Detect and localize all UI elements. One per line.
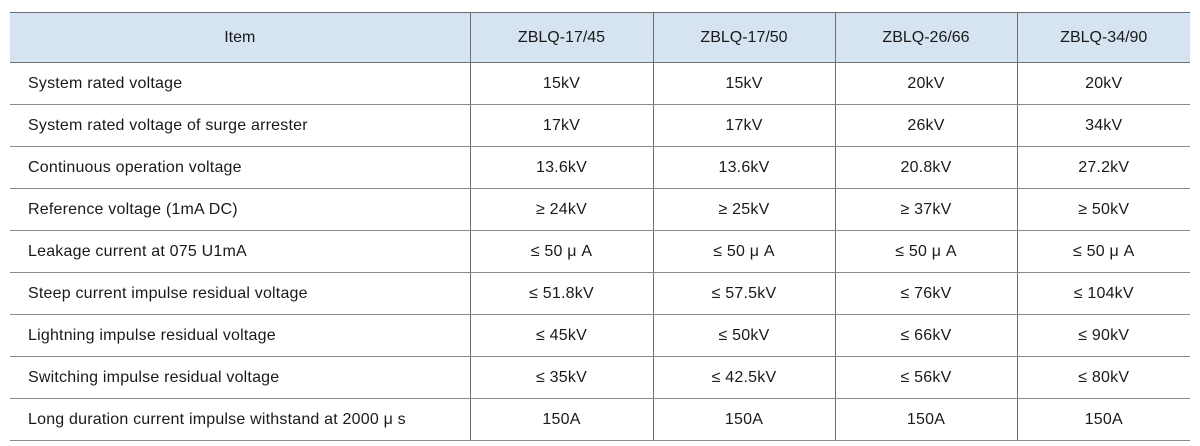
- value-cell: ≤ 50 μ A: [652, 230, 835, 273]
- table-row: Switching impulse residual voltage ≤ 35kV…: [10, 356, 1190, 399]
- table-row: Lightning impulse residual voltage ≤ 45kV…: [10, 314, 1190, 357]
- value-cell: ≥ 24kV: [469, 188, 653, 231]
- table-row: Leakage current at 075 U1mA ≤ 50 μ A ≤ 50 …: [10, 230, 1190, 273]
- spec-table-container: Item ZBLQ-17/45 ZBLQ-17/50 ZBLQ-26/66 ZB…: [10, 12, 1190, 441]
- item-label-cell: System rated voltage: [10, 62, 470, 105]
- value-cell: 20kV: [834, 62, 1017, 105]
- value-cell: ≤ 76kV: [834, 272, 1017, 315]
- column-header-model: ZBLQ-17/45: [469, 12, 653, 63]
- value-cell: 15kV: [652, 62, 835, 105]
- column-header-model: ZBLQ-17/50: [652, 12, 835, 63]
- value-cell: 150A: [834, 398, 1017, 441]
- value-cell: 13.6kV: [469, 146, 653, 189]
- value-cell: 17kV: [652, 104, 835, 147]
- value-cell: ≥ 25kV: [652, 188, 835, 231]
- value-cell: 13.6kV: [652, 146, 835, 189]
- column-header-model: ZBLQ-26/66: [834, 12, 1017, 63]
- item-label-cell: Leakage current at 075 U1mA: [10, 230, 470, 273]
- table-row: System rated voltage of surge arrester 17…: [10, 104, 1190, 147]
- value-cell: ≤ 42.5kV: [652, 356, 835, 399]
- table-row: System rated voltage 15kV 15kV 20kV 20kV: [10, 62, 1190, 105]
- value-cell: 27.2kV: [1016, 146, 1190, 189]
- value-cell: ≤ 50 μ A: [1016, 230, 1190, 273]
- column-header-model: ZBLQ-34/90: [1016, 12, 1190, 63]
- value-cell: 17kV: [469, 104, 653, 147]
- value-cell: ≤ 66kV: [834, 314, 1017, 357]
- table-row: Reference voltage (1mA DC) ≥ 24kV ≥ 25kV ≥ …: [10, 188, 1190, 231]
- value-cell: ≤ 51.8kV: [469, 272, 653, 315]
- value-cell: 150A: [469, 398, 653, 441]
- value-cell: ≤ 90kV: [1016, 314, 1190, 357]
- item-label-cell: Continuous operation voltage: [10, 146, 470, 189]
- value-cell: 20.8kV: [834, 146, 1017, 189]
- value-cell: ≤ 45kV: [469, 314, 653, 357]
- value-cell: 34kV: [1016, 104, 1190, 147]
- value-cell: 26kV: [834, 104, 1017, 147]
- product-spec-table: Item ZBLQ-17/45 ZBLQ-17/50 ZBLQ-26/66 ZB…: [10, 12, 1190, 441]
- value-cell: ≤ 50 μ A: [834, 230, 1017, 273]
- item-label-cell: Lightning impulse residual voltage: [10, 314, 470, 357]
- value-cell: 15kV: [469, 62, 653, 105]
- value-cell: ≥ 50kV: [1016, 188, 1190, 231]
- value-cell: 150A: [652, 398, 835, 441]
- item-label-cell: Long duration current impulse withstand …: [10, 398, 470, 441]
- table-row: Steep current impulse residual voltage ≤ …: [10, 272, 1190, 315]
- column-header-item: Item: [10, 12, 470, 63]
- table-header: Item ZBLQ-17/45 ZBLQ-17/50 ZBLQ-26/66 ZB…: [10, 12, 1190, 63]
- item-label-cell: Reference voltage (1mA DC): [10, 188, 470, 231]
- value-cell: ≤ 80kV: [1016, 356, 1190, 399]
- value-cell: 20kV: [1016, 62, 1190, 105]
- value-cell: ≤ 104kV: [1016, 272, 1190, 315]
- item-label-cell: System rated voltage of surge arrester: [10, 104, 470, 147]
- value-cell: ≤ 35kV: [469, 356, 653, 399]
- header-row: Item ZBLQ-17/45 ZBLQ-17/50 ZBLQ-26/66 ZB…: [10, 12, 1190, 63]
- value-cell: ≤ 57.5kV: [652, 272, 835, 315]
- item-label-cell: Steep current impulse residual voltage: [10, 272, 470, 315]
- table-body: System rated voltage 15kV 15kV 20kV 20kV Syst…: [10, 62, 1190, 441]
- item-label-cell: Switching impulse residual voltage: [10, 356, 470, 399]
- value-cell: ≤ 50 μ A: [469, 230, 653, 273]
- table-row: Long duration current impulse withstand …: [10, 398, 1190, 441]
- value-cell: ≤ 56kV: [834, 356, 1017, 399]
- table-row: Continuous operation voltage 13.6kV 13.6kV…: [10, 146, 1190, 189]
- value-cell: ≥ 37kV: [834, 188, 1017, 231]
- value-cell: ≤ 50kV: [652, 314, 835, 357]
- value-cell: 150A: [1016, 398, 1190, 441]
